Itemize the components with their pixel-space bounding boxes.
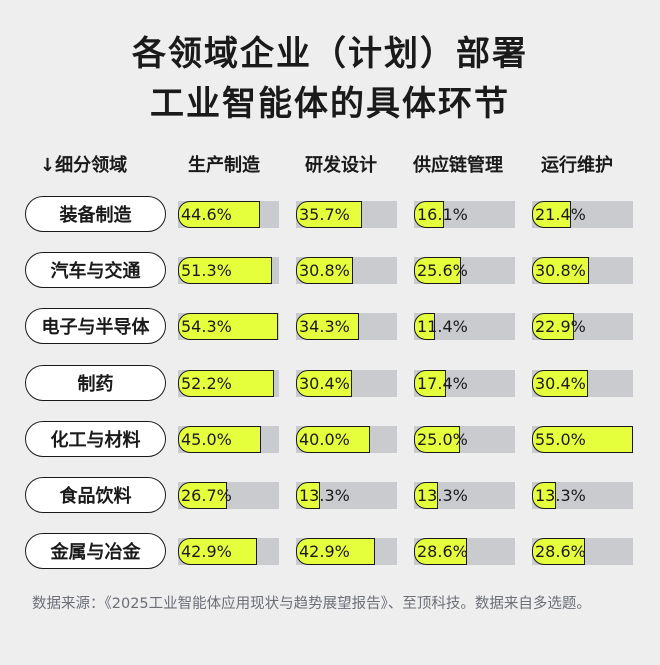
- bar-rnd: [296, 201, 362, 228]
- bar-track: 44.6%: [178, 201, 279, 228]
- value-label: 40.0%: [299, 430, 350, 449]
- bar-track: 40.0%: [296, 426, 397, 453]
- value-label: 25.6%: [417, 261, 468, 280]
- chart-title-line1: 各领域企业（计划）部署: [132, 34, 528, 74]
- value-label: 54.3%: [181, 317, 232, 336]
- column-header-supply-chain: 供应链管理: [413, 155, 503, 176]
- bar-supply-chain: [414, 538, 467, 565]
- bar-rnd: [296, 313, 360, 340]
- bar-track: 30.4%: [296, 370, 397, 397]
- bar-operations: [532, 257, 589, 284]
- bar-track: 21.4%: [532, 201, 633, 228]
- bar-operations: [532, 538, 585, 565]
- bar-track: 45.0%: [178, 426, 279, 453]
- bar-track: 28.6%: [532, 538, 633, 565]
- column-header-operations: 运行维护: [541, 155, 613, 176]
- bar-track: 26.7%: [178, 482, 279, 509]
- chart-title-line2: 工业智能体的具体环节: [150, 84, 510, 124]
- value-label: 13.3%: [535, 486, 586, 505]
- bar-production: [178, 370, 275, 397]
- bar-supply-chain: [414, 201, 444, 228]
- bar-track: 51.3%: [178, 257, 279, 284]
- value-label: 35.7%: [299, 205, 350, 224]
- row-label: 电子与半导体: [25, 308, 166, 344]
- row-label: 金属与冶金: [25, 533, 166, 569]
- value-label: 28.6%: [535, 542, 586, 561]
- bar-rnd: [296, 426, 370, 453]
- bar-operations: [532, 313, 575, 340]
- value-label: 13.3%: [417, 486, 468, 505]
- bar-supply-chain: [414, 257, 462, 284]
- value-label: 52.2%: [181, 374, 232, 393]
- value-label: 22.9%: [535, 317, 586, 336]
- bar-production: [178, 538, 257, 565]
- value-label: 30.8%: [299, 261, 350, 280]
- value-label: 11.4%: [417, 317, 468, 336]
- bar-production: [178, 482, 228, 509]
- bar-production: [178, 257, 273, 284]
- bar-track: 42.9%: [296, 538, 397, 565]
- column-header-rnd: 研发设计: [305, 155, 377, 176]
- bar-production: [178, 426, 261, 453]
- row-label: 汽车与交通: [25, 252, 166, 288]
- bar-operations: [532, 370, 588, 397]
- bar-production: [178, 313, 278, 340]
- bar-track: 25.6%: [414, 257, 515, 284]
- bar-rnd: [296, 257, 353, 284]
- value-label: 17.4%: [417, 374, 468, 393]
- value-label: 51.3%: [181, 261, 232, 280]
- bar-track: 34.3%: [296, 313, 397, 340]
- bar-rnd: [296, 370, 352, 397]
- bar-supply-chain: [414, 313, 435, 340]
- bar-track: 42.9%: [178, 538, 279, 565]
- bar-track: 30.8%: [532, 257, 633, 284]
- value-label: 25.0%: [417, 430, 468, 449]
- value-label: 30.8%: [535, 261, 586, 280]
- bar-rnd: [296, 482, 321, 509]
- column-header-production: 生产制造: [188, 155, 260, 176]
- row-label: 制药: [25, 365, 166, 401]
- value-label: 30.4%: [299, 374, 350, 393]
- row-label: 化工与材料: [25, 421, 166, 457]
- value-label: 34.3%: [299, 317, 350, 336]
- bar-track: 16.1%: [414, 201, 515, 228]
- bar-track: 25.0%: [414, 426, 515, 453]
- value-label: 30.4%: [535, 374, 586, 393]
- bar-track: 11.4%: [414, 313, 515, 340]
- bar-operations: [532, 482, 557, 509]
- value-label: 45.0%: [181, 430, 232, 449]
- value-label: 21.4%: [535, 205, 586, 224]
- row-label: 装备制造: [25, 196, 166, 232]
- bar-supply-chain: [414, 370, 447, 397]
- bar-track: 30.8%: [296, 257, 397, 284]
- value-label: 55.0%: [535, 430, 586, 449]
- value-label: 16.1%: [417, 205, 468, 224]
- bar-track: 30.4%: [532, 370, 633, 397]
- bar-track: 17.4%: [414, 370, 515, 397]
- bar-track: 54.3%: [178, 313, 279, 340]
- bar-rnd: [296, 538, 375, 565]
- value-label: 26.7%: [181, 486, 232, 505]
- bar-production: [178, 201, 261, 228]
- row-label: 食品饮料: [25, 477, 166, 513]
- value-label: 44.6%: [181, 205, 232, 224]
- bar-track: 22.9%: [532, 313, 633, 340]
- bar-operations: [532, 201, 572, 228]
- bar-supply-chain: [414, 426, 460, 453]
- value-label: 42.9%: [181, 542, 232, 561]
- bar-track: 13.3%: [414, 482, 515, 509]
- bar-track: 52.2%: [178, 370, 279, 397]
- bar-supply-chain: [414, 482, 439, 509]
- value-label: 13.3%: [299, 486, 350, 505]
- bar-track: 13.3%: [296, 482, 397, 509]
- value-label: 28.6%: [417, 542, 468, 561]
- bar-track: 35.7%: [296, 201, 397, 228]
- bar-operations: [532, 426, 633, 453]
- bar-track: 13.3%: [532, 482, 633, 509]
- row-header: ↓细分领域: [40, 155, 128, 176]
- value-label: 42.9%: [299, 542, 350, 561]
- bar-track: 55.0%: [532, 426, 633, 453]
- bar-track: 28.6%: [414, 538, 515, 565]
- source-note: 数据来源：《2025工业智能体应用现状与趋势展望报告》、至顶科技。数据来自多选题…: [32, 596, 591, 612]
